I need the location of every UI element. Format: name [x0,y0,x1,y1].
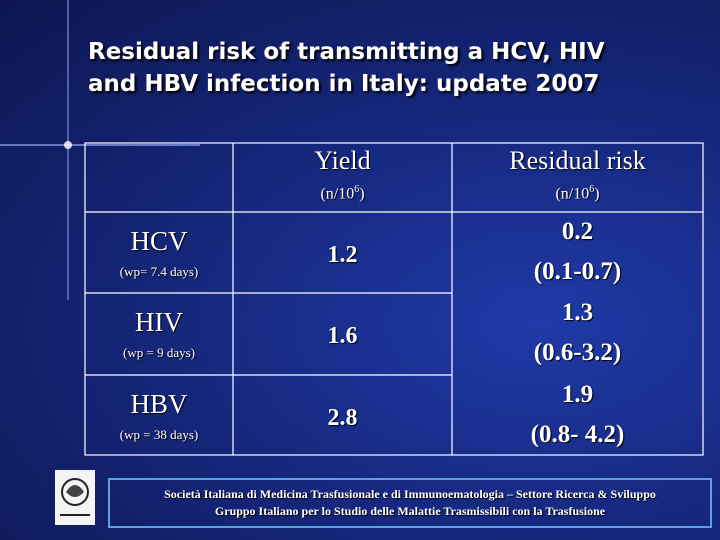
risk-value: 1.3 [561,299,594,326]
row-name: HIV [135,307,183,337]
unit-base: (n/10 [320,185,355,203]
header-unit: (n/106) [233,184,452,203]
risk-range: (0.1-0.7) [533,258,622,285]
unit-close: ) [594,185,600,203]
row-window: (wp = 38 days) [119,427,199,442]
footer: Società Italiana di Medicina Trasfusiona… [108,478,712,528]
unit-exp: 6 [589,184,595,195]
title: Residual risk of transmitting a HCV, HIV… [88,36,605,100]
risk-range: (0.8- 4.2) [530,421,625,448]
yield-value: 2.8 [327,405,358,431]
footer-line: Gruppo Italiano per lo Studio delle Mala… [214,504,606,518]
yield-value: 1.6 [327,323,358,349]
unit-base: (n/10 [555,185,590,203]
row-name: HCV [130,226,188,256]
row-window: (wp = 9 days) [123,345,195,360]
unit-exp: 6 [354,184,360,195]
yield-value: 1.2 [327,242,358,268]
header-label: Yield [314,146,371,175]
risk-range: (0.6-3.2) [533,339,622,366]
unit-close: ) [359,185,365,203]
row-window: (wp= 7.4 days) [119,264,199,279]
row-name: HBV [130,389,188,419]
title-line: and HBV infection in Italy: update 2007 [88,71,600,97]
risk-value: 0.2 [561,218,594,245]
footer-line: Società Italiana di Medicina Trasfusiona… [164,487,656,501]
title-line: Residual risk of transmitting a HCV, HIV [88,39,605,65]
header-label: Residual risk [509,146,646,175]
risk-value: 1.9 [561,381,594,408]
header-unit: (n/106) [452,184,703,203]
